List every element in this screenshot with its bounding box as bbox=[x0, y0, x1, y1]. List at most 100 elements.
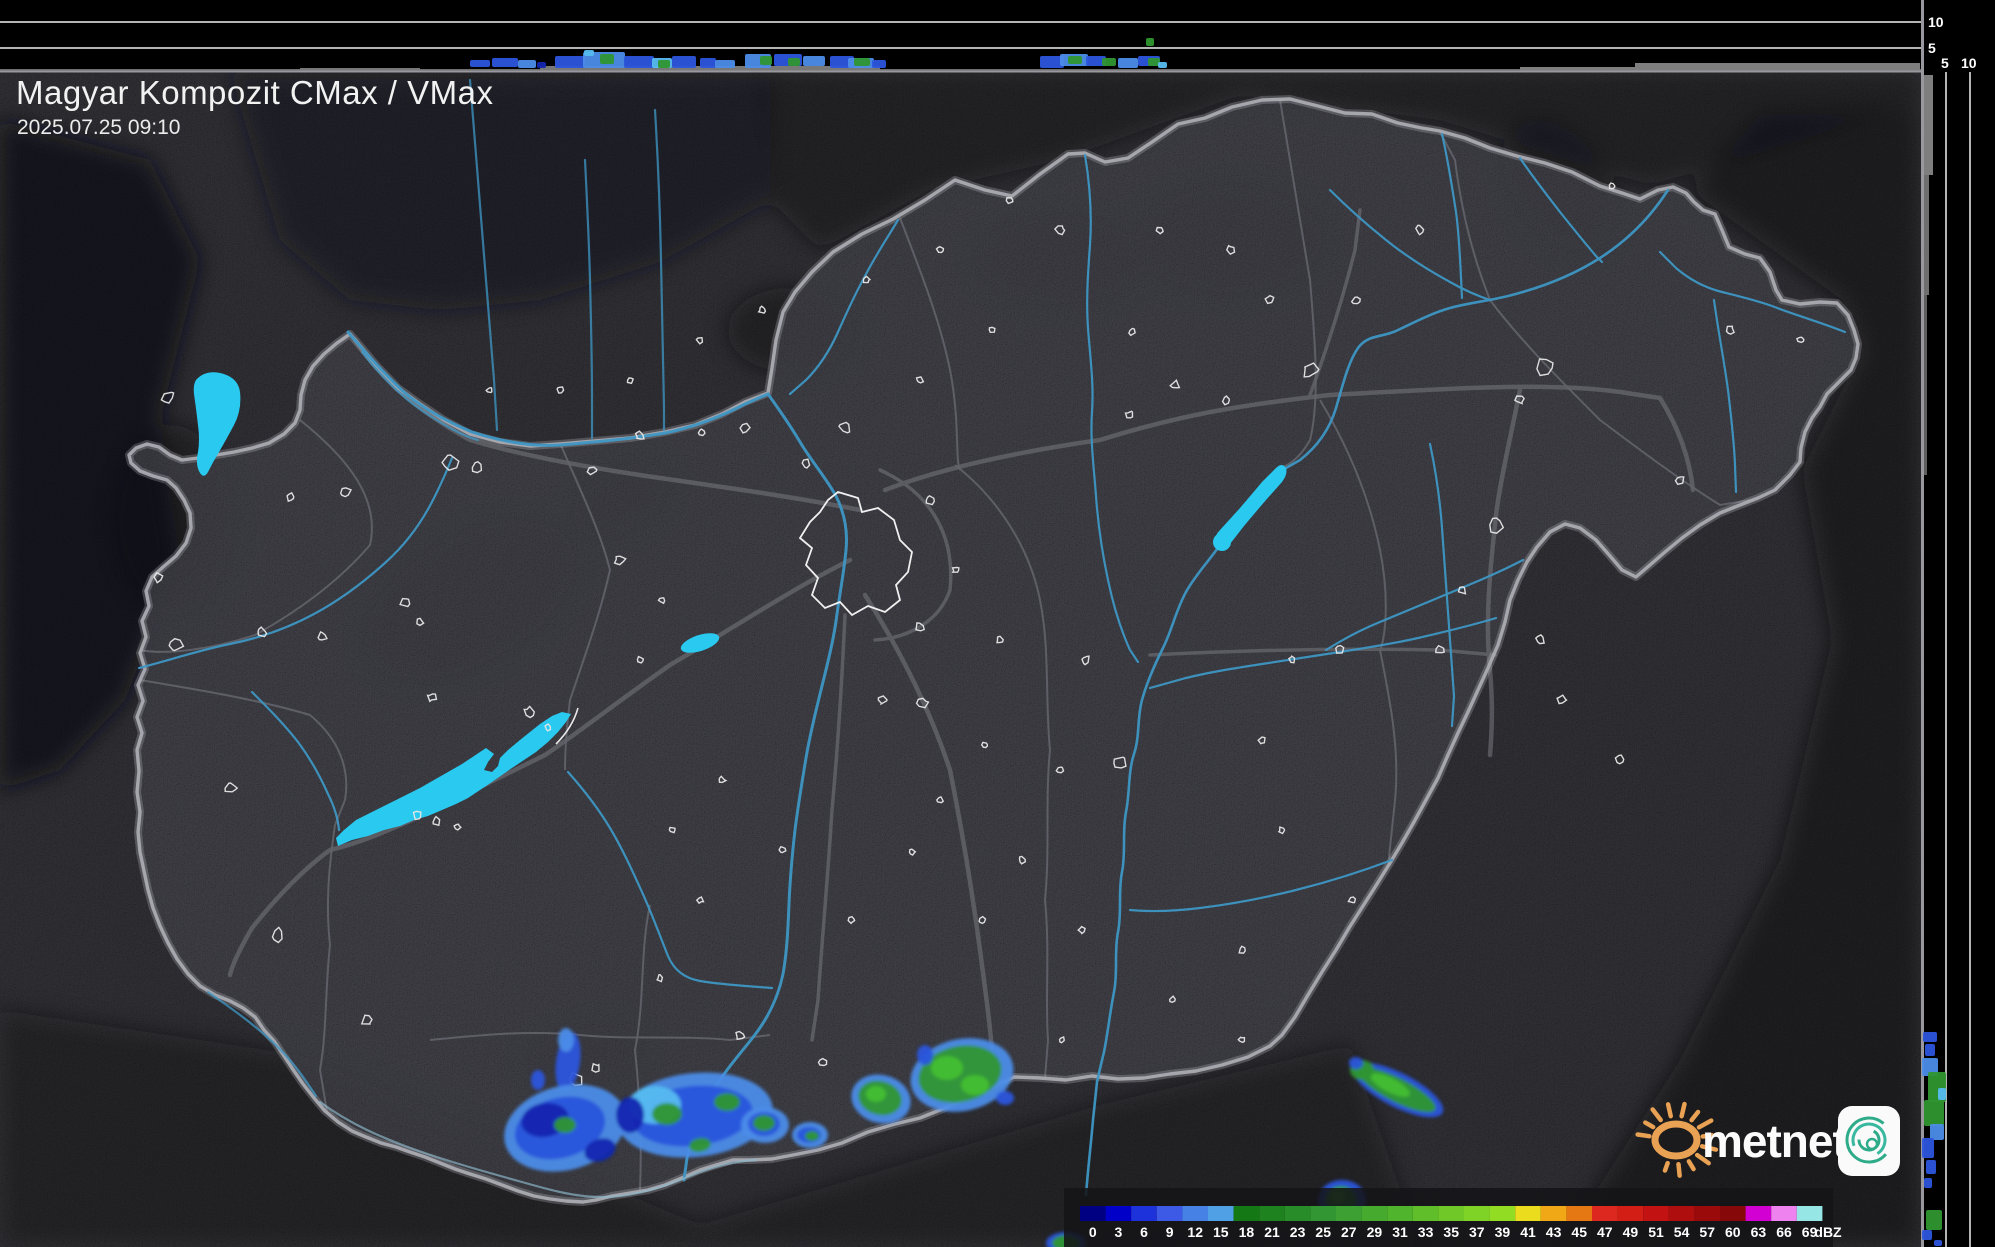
profile-echo bbox=[492, 58, 518, 67]
town-outline bbox=[160, 391, 175, 404]
legend-swatch bbox=[1208, 1206, 1234, 1221]
town-outline bbox=[925, 494, 936, 506]
precipitation-echoes bbox=[504, 1028, 1444, 1247]
town-outline bbox=[1347, 896, 1357, 904]
legend-swatch bbox=[1182, 1206, 1208, 1221]
profile-echo bbox=[1118, 58, 1138, 68]
town-outline bbox=[801, 458, 811, 469]
radar-echo bbox=[652, 1103, 682, 1125]
road-m35 bbox=[1485, 387, 1523, 758]
town-outline bbox=[1128, 327, 1136, 337]
town-outline bbox=[935, 245, 945, 254]
rivers bbox=[137, 78, 1847, 1199]
town-outline bbox=[586, 466, 598, 476]
town-outline bbox=[778, 845, 787, 854]
river-hernad bbox=[1440, 132, 1464, 300]
legend-tick-label: 39 bbox=[1495, 1224, 1511, 1240]
legend-tick-label: 57 bbox=[1699, 1224, 1715, 1240]
river-nyitra bbox=[653, 108, 666, 432]
legend-tick-label: 15 bbox=[1213, 1224, 1229, 1240]
town-outline bbox=[1058, 1036, 1065, 1044]
lakes bbox=[193, 372, 1287, 846]
town-outline bbox=[441, 454, 460, 471]
town-outline bbox=[286, 491, 295, 503]
profile-echo bbox=[600, 54, 614, 64]
river-sio bbox=[566, 770, 774, 990]
legend-swatch bbox=[1592, 1206, 1618, 1221]
metnet-logo: metnet bbox=[1635, 1101, 1900, 1178]
metnet-app-icon bbox=[1838, 1106, 1900, 1176]
profile-echo bbox=[1146, 38, 1154, 46]
road-m6 bbox=[810, 613, 847, 1042]
town-outline bbox=[1614, 754, 1625, 765]
town-outline bbox=[416, 617, 425, 627]
town-outline bbox=[1414, 224, 1425, 236]
legend-tick-label: 9 bbox=[1166, 1224, 1174, 1240]
town-outline bbox=[1435, 644, 1445, 654]
profile-echo bbox=[872, 60, 886, 68]
town-outline bbox=[485, 386, 493, 394]
lake-balaton bbox=[336, 712, 571, 846]
river-mura bbox=[206, 990, 318, 1098]
profile-echo bbox=[518, 60, 536, 68]
lake-tisza-to-basin bbox=[1213, 533, 1231, 551]
right-profile-panel bbox=[1921, 0, 1995, 1247]
radar-echo bbox=[714, 1093, 740, 1111]
legend-tick-label: 21 bbox=[1264, 1224, 1280, 1240]
balaton-shoreline bbox=[555, 707, 579, 745]
map-area: 0 3 6 9 12 15 18 21 23 25 27 29 31 33 35 37 39 41 43 45 47 49… bbox=[0, 72, 1921, 1247]
river-danube bbox=[346, 330, 848, 1182]
metnet-wordmark: metnet bbox=[1702, 1115, 1847, 1167]
sun-ray bbox=[1665, 1102, 1673, 1119]
sun-ray bbox=[1679, 1101, 1687, 1119]
legend-tick-label: 18 bbox=[1239, 1224, 1255, 1240]
right-axis-label-5: 5 bbox=[1941, 55, 1949, 71]
town-outline bbox=[978, 915, 987, 925]
river-vag bbox=[468, 78, 499, 432]
legend-swatch bbox=[1284, 1206, 1311, 1221]
legend-swatch bbox=[1694, 1206, 1720, 1221]
radar-echo bbox=[961, 1075, 989, 1095]
legend-swatch bbox=[1566, 1206, 1592, 1221]
road-m0-ring bbox=[873, 468, 953, 642]
road-m5 bbox=[862, 592, 995, 1063]
town-outline bbox=[317, 630, 328, 641]
town-outline bbox=[908, 848, 917, 856]
town-outline bbox=[1534, 634, 1545, 645]
legend-swatch bbox=[1387, 1206, 1413, 1221]
town-outline bbox=[1225, 244, 1236, 255]
profile-echo bbox=[1148, 58, 1160, 66]
legend-tick-label: 69 bbox=[1802, 1224, 1818, 1240]
top-axis-label-10: 10 bbox=[1928, 14, 1944, 30]
legend-tick-label: 66 bbox=[1776, 1224, 1792, 1240]
river-kraszna bbox=[1712, 298, 1738, 494]
town-outline bbox=[935, 796, 945, 804]
sun-ray bbox=[1700, 1133, 1715, 1139]
legend-swatch bbox=[1156, 1206, 1183, 1221]
profile-echo bbox=[1934, 1240, 1942, 1246]
map-right-edge bbox=[1921, 0, 1924, 1247]
town-outline bbox=[1238, 945, 1246, 954]
sun-ray bbox=[1689, 1109, 1701, 1123]
budapest-outline bbox=[798, 491, 913, 617]
sun-ray bbox=[1676, 1161, 1682, 1178]
sun-ray bbox=[1696, 1118, 1714, 1130]
legend-tick-label: 23 bbox=[1290, 1224, 1306, 1240]
profile-echo bbox=[1922, 1138, 1934, 1158]
top-panel-terrain-profile bbox=[0, 63, 1921, 71]
profile-echo bbox=[1926, 1210, 1942, 1230]
legend-swatch bbox=[1643, 1206, 1669, 1221]
town-outline bbox=[432, 815, 441, 827]
town-outline bbox=[1169, 378, 1181, 389]
road-m30 bbox=[1308, 208, 1362, 397]
river-tisza-upper bbox=[1284, 188, 1670, 470]
profile-echo bbox=[624, 56, 654, 68]
town-outline bbox=[915, 376, 925, 384]
town-outline bbox=[224, 782, 239, 793]
profile-echo bbox=[1922, 1230, 1932, 1240]
profile-echo bbox=[854, 58, 870, 66]
town-outline bbox=[1124, 410, 1134, 419]
legend-swatch bbox=[1771, 1206, 1797, 1221]
legend-swatch bbox=[1131, 1206, 1157, 1221]
